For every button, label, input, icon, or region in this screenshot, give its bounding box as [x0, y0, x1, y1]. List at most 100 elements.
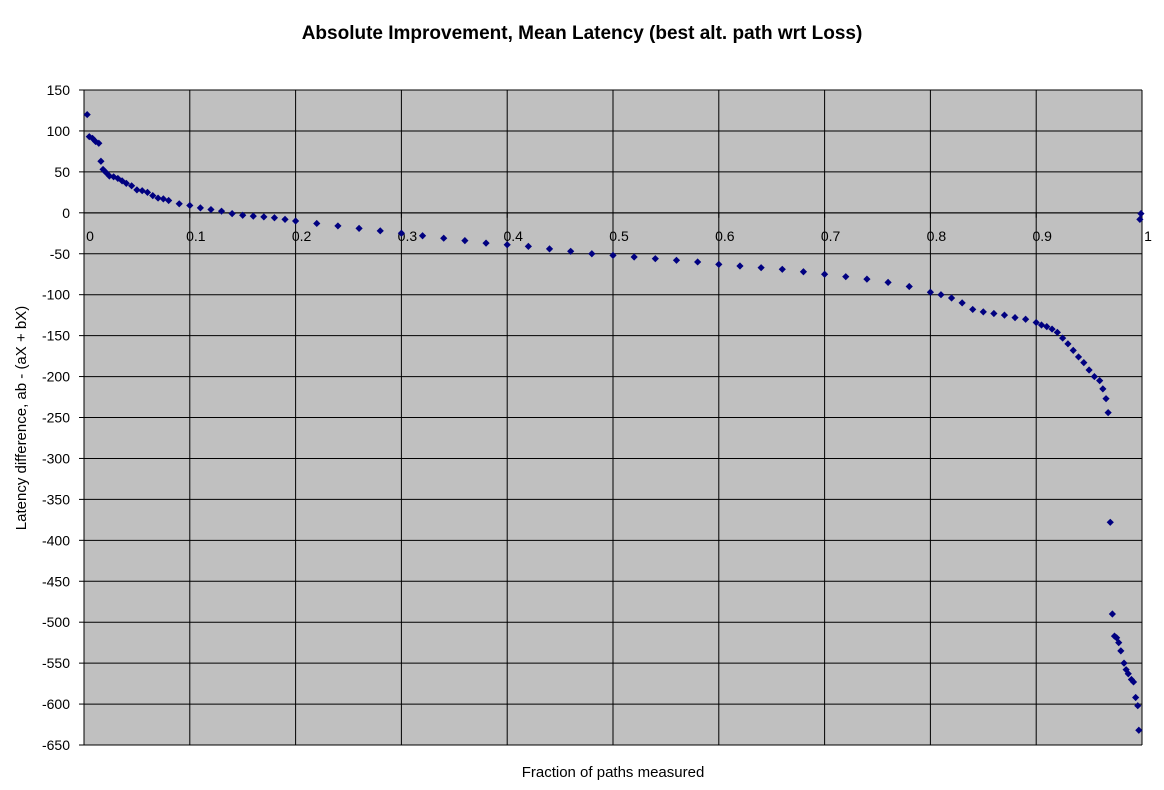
data-point — [83, 110, 91, 119]
x-axis-label: Fraction of paths measured — [522, 764, 705, 781]
y-tick-label: 150 — [47, 82, 71, 98]
y-tick-label: -550 — [42, 655, 70, 671]
data-point — [239, 211, 247, 219]
y-axis-ticks: 150 100 50 0 -50 -100 -150 -200 -250 -300 -350 -400… — [42, 82, 84, 753]
data-point — [651, 255, 659, 263]
data-point — [1053, 328, 1061, 336]
data-point — [1120, 659, 1128, 667]
y-axis-label: Latency difference, ab - (aX + bX) — [13, 306, 30, 530]
data-point — [355, 224, 363, 232]
y-tick-label: -400 — [42, 532, 70, 548]
data-point — [630, 253, 638, 261]
y-tick-label: 100 — [47, 123, 71, 139]
data-point — [1136, 215, 1144, 223]
data-point — [397, 229, 405, 237]
data-point — [154, 194, 162, 202]
data-point — [292, 217, 300, 225]
y-tick-label: -250 — [42, 410, 70, 426]
data-point — [715, 260, 723, 268]
data-point — [122, 179, 130, 187]
data-point — [884, 278, 892, 287]
data-point — [418, 232, 427, 240]
y-tick-label: -300 — [42, 450, 70, 466]
y-tick-label: -650 — [42, 737, 70, 753]
data-point — [694, 258, 702, 266]
data-point — [1124, 670, 1132, 678]
data-point — [778, 265, 786, 273]
data-point — [105, 172, 113, 180]
y-tick-label: -50 — [50, 246, 70, 262]
data-point — [1064, 340, 1072, 348]
data-point — [863, 275, 871, 283]
data-point — [207, 205, 215, 214]
data-point — [260, 213, 268, 221]
data-point — [1011, 314, 1019, 322]
data-point — [1115, 639, 1123, 647]
data-point — [969, 305, 977, 314]
data-point — [736, 262, 744, 270]
data-point — [937, 291, 945, 299]
data-point — [270, 214, 279, 222]
x-tick-label: 0.9 — [1032, 228, 1052, 244]
data-point — [926, 288, 934, 296]
chart-title: Absolute Improvement, Mean Latency (best… — [302, 23, 863, 44]
data-point — [97, 157, 105, 165]
data-point — [1099, 385, 1107, 393]
data-point — [821, 270, 829, 278]
data-point — [217, 207, 226, 215]
x-tick-label: 0.8 — [927, 228, 947, 244]
data-point — [1074, 353, 1083, 361]
data-point — [1022, 315, 1030, 323]
data-point — [1102, 395, 1110, 403]
data-point — [128, 182, 136, 190]
data-point — [1135, 726, 1143, 734]
data-point — [165, 196, 173, 205]
data-point — [334, 222, 342, 230]
data-point — [905, 282, 913, 291]
data-point — [1108, 610, 1116, 618]
x-tick-label: 0.4 — [503, 228, 523, 244]
data-point — [990, 309, 998, 318]
data-point — [186, 201, 194, 210]
y-tick-label: -500 — [42, 614, 70, 630]
data-point — [1137, 210, 1145, 218]
data-point — [1129, 678, 1138, 686]
x-tick-label: 0 — [86, 228, 94, 244]
data-point — [1000, 311, 1009, 319]
data-point — [1069, 346, 1077, 354]
data-point — [149, 192, 157, 200]
grid-lines — [83, 89, 1143, 746]
data-point — [947, 294, 956, 302]
data-point — [461, 237, 469, 245]
data-point — [757, 264, 765, 272]
y-tick-label: 50 — [54, 164, 70, 180]
y-tick-label: -150 — [42, 328, 70, 344]
data-point — [313, 219, 321, 228]
data-point — [1048, 325, 1056, 333]
x-axis-ticks: 0 0.1 0.2 0.3 0.4 0.5 0.6 0.7 0.8 0.9 1 — [83, 212, 1152, 244]
data-point — [376, 227, 384, 235]
data-point — [1117, 647, 1125, 655]
data-point — [567, 247, 575, 255]
y-tick-label: -200 — [42, 369, 70, 385]
y-tick-label: -450 — [42, 573, 70, 589]
x-tick-label: 0.6 — [715, 228, 735, 244]
y-tick-label: -100 — [42, 287, 70, 303]
data-point — [440, 234, 448, 242]
x-tick-label: 0.5 — [609, 228, 629, 244]
x-tick-label: 1 — [1144, 228, 1152, 244]
x-tick-label: 0.7 — [821, 228, 841, 244]
data-point — [138, 187, 146, 195]
data-point — [1104, 408, 1112, 417]
data-point — [1106, 518, 1114, 526]
data-point — [545, 245, 554, 253]
data-point — [672, 256, 681, 264]
data-point — [133, 186, 141, 194]
data-point — [175, 200, 183, 208]
y-tick-label: -350 — [42, 491, 70, 507]
data-point — [1043, 323, 1051, 331]
data-point — [1096, 377, 1104, 385]
data-point — [482, 239, 490, 247]
data-point — [1059, 334, 1067, 342]
